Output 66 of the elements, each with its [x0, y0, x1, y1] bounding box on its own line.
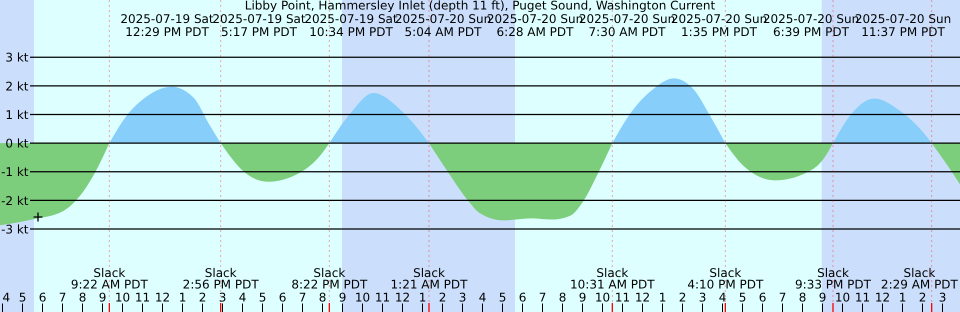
x-tick-label: 5	[498, 290, 506, 304]
x-tick-label: 8	[318, 290, 326, 304]
x-tick-label: 12	[634, 290, 650, 304]
x-tick-label: 9	[578, 290, 586, 304]
x-tick-label: 6	[38, 290, 46, 304]
x-tick-label: 2	[918, 290, 926, 304]
annotation: 2025-07-19 Sat 10:34 PM PDT	[304, 12, 398, 39]
x-tick-label: 6	[758, 290, 766, 304]
x-tick-label: 9	[818, 290, 826, 304]
ref-line-label: Slack 9:33 PM PDT	[795, 266, 872, 292]
ref-line-label: Slack 4:10 PM PDT	[687, 266, 764, 292]
x-tick-label: 3	[218, 290, 226, 304]
x-tick-label: 4	[478, 290, 486, 304]
x-tick-label: 5	[18, 290, 26, 304]
x-tick-label: 4	[2, 290, 10, 304]
x-tick-label: 1	[898, 290, 906, 304]
x-tick-label: 3	[938, 290, 946, 304]
y-tick-label: -3 kt	[1, 222, 29, 236]
x-tick-label: 1	[418, 290, 426, 304]
x-tick-label: 5	[738, 290, 746, 304]
x-tick-label: 9	[338, 290, 346, 304]
x-tick-label: 7	[298, 290, 306, 304]
x-tick-label: 11	[374, 290, 390, 304]
x-tick-label: 7	[778, 290, 786, 304]
x-tick-label: 10	[594, 290, 610, 304]
x-tick-label: 2	[198, 290, 206, 304]
annotation: 2025-07-19 Sat 5:17 PM PDT	[212, 12, 306, 39]
x-tick-label: 2	[678, 290, 686, 304]
ref-line-label: Slack 1:21 AM PDT	[390, 266, 468, 292]
x-tick-label: 9	[98, 290, 106, 304]
x-tick-label: 5	[258, 290, 266, 304]
x-tick-label: 1	[658, 290, 666, 304]
y-tick-label: 1 kt	[5, 108, 29, 122]
x-tick-label: 3	[458, 290, 466, 304]
chart-title: Libby Point, Hammersley Inlet (depth 11 ft), Puget Sound, Washington Current	[244, 0, 716, 12]
x-tick-label: 11	[134, 290, 150, 304]
y-tick-label: 3 kt	[5, 50, 29, 65]
x-tick-label: 10	[834, 290, 850, 304]
annotation: 2025-07-19 Sat 12:29 PM PDT	[120, 12, 214, 39]
x-tick-label: 7	[538, 290, 546, 304]
ref-line-label: Slack 9:22 AM PDT	[70, 266, 148, 292]
y-tick-label: -1 kt	[1, 165, 29, 180]
x-tick-label: 4	[238, 290, 246, 304]
x-tick-label: 10	[354, 290, 370, 304]
x-tick-label: 8	[78, 290, 86, 304]
y-tick-label: 2 kt	[5, 79, 29, 94]
x-tick-label: 12	[874, 290, 890, 304]
x-tick-label: 11	[854, 290, 870, 304]
x-tick-label: 7	[58, 290, 66, 304]
x-tick-label: 8	[798, 290, 806, 304]
x-tick-label: 1	[178, 290, 186, 304]
ref-line-label: Slack 10:31 AM PDT	[570, 266, 656, 292]
x-tick-label: 11	[614, 290, 630, 304]
ref-line-label: Slack 2:56 PM PDT	[182, 266, 260, 292]
x-tick-label: 6	[278, 290, 286, 304]
x-tick-label: 2	[438, 290, 446, 304]
x-tick-label: 4	[718, 290, 726, 304]
x-tick-label: 3	[698, 290, 706, 304]
x-tick-label: 6	[518, 290, 526, 304]
y-tick-label: -2 kt	[1, 194, 29, 208]
x-tick-label: 12	[154, 290, 170, 304]
ref-line-label: Slack 2:29 AM PDT	[880, 266, 959, 292]
x-tick-label: 12	[394, 290, 410, 304]
x-tick-label: 10	[114, 290, 130, 304]
ref-line-label: Slack 8:22 PM PDT	[291, 266, 368, 292]
x-tick-label: 8	[558, 290, 566, 304]
